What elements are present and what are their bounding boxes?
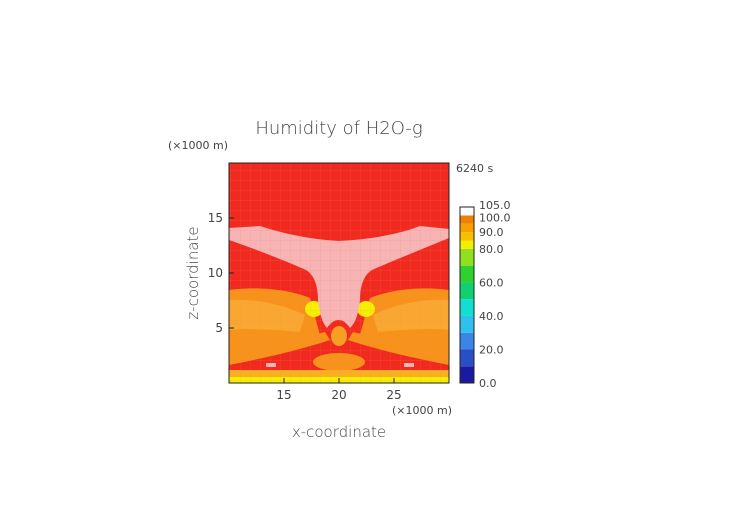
- colorbar-band: [460, 207, 474, 216]
- colorbar-band: [460, 315, 474, 333]
- heatmap-field: [229, 163, 449, 383]
- colorbar-band: [460, 366, 474, 383]
- chart-title: Humidity of H2O-g: [255, 118, 422, 139]
- colorbar-label: 100.0: [479, 211, 511, 224]
- y-unit-label: (×1000 m): [168, 139, 228, 152]
- y-axis-label: z-coordinate: [184, 226, 202, 319]
- x-axis: 15 20 25: [276, 378, 402, 402]
- colorbar-label: 0.0: [479, 377, 497, 390]
- colorbar-band: [460, 215, 474, 224]
- colorbar-label: 90.0: [479, 226, 504, 239]
- colorbar-frame: [459, 206, 475, 384]
- x-tick-label: 15: [276, 388, 291, 402]
- colorbar-label: 20.0: [479, 343, 504, 356]
- x-unit-label: (×1000 m): [392, 404, 452, 417]
- y-tick-label: 10: [208, 266, 223, 280]
- colorbar-band: [460, 265, 474, 283]
- time-label: 6240 s: [456, 162, 493, 175]
- colorbar-band: [460, 232, 474, 241]
- colorbar-band: [460, 248, 474, 266]
- colorbar-band: [460, 282, 474, 300]
- colorbar-label: 40.0: [479, 310, 504, 323]
- colorbar-band: [460, 223, 474, 233]
- y-tick-label: 15: [208, 211, 223, 225]
- colorbar-band: [460, 349, 474, 367]
- y-tick-label: 5: [215, 321, 223, 335]
- x-tick-label: 25: [386, 388, 401, 402]
- field-grid: [229, 163, 449, 383]
- y-axis: 5 10 15: [208, 211, 234, 335]
- colorbar-label: 80.0: [479, 243, 504, 256]
- x-axis-label: x-coordinate: [292, 423, 386, 441]
- colorbar-label: 60.0: [479, 276, 504, 289]
- colorbar-band: [460, 240, 474, 249]
- colorbar-band: [460, 299, 474, 316]
- colorbar-band: [460, 332, 474, 350]
- colorbar: [459, 206, 475, 384]
- x-tick-label: 20: [331, 388, 346, 402]
- colorbar-label: 105.0: [479, 199, 511, 212]
